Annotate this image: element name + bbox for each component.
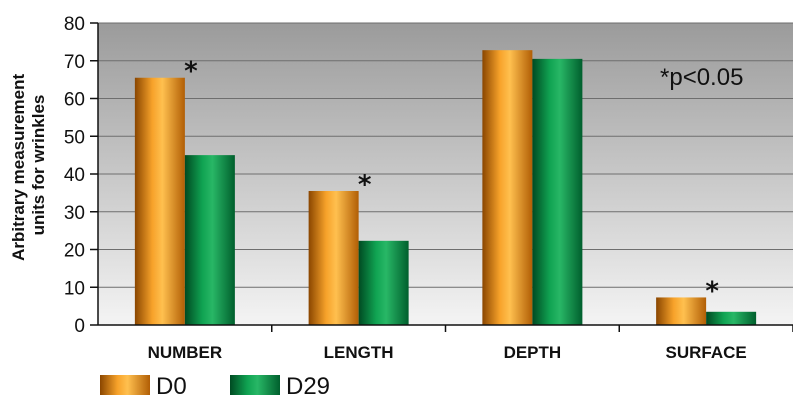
y-tick-label: 60 xyxy=(64,90,85,111)
significance-star: * xyxy=(358,170,372,200)
legend: D0 D29 xyxy=(100,373,330,395)
significance-note: *p<0.05 xyxy=(660,64,743,91)
bar-d0-depth xyxy=(482,50,533,326)
y-tick-label: 0 xyxy=(74,316,85,337)
bar-d0-number xyxy=(134,77,185,325)
legend-swatch-d29 xyxy=(230,375,280,395)
bar-d29-surface xyxy=(706,311,757,325)
category-label: NUMBER xyxy=(148,343,223,362)
y-tick-label: 30 xyxy=(64,203,85,224)
legend-label-d29: D29 xyxy=(286,373,330,395)
y-axis-label-line-2: units for wrinkles xyxy=(29,95,48,236)
bar-d29-length xyxy=(358,240,409,325)
y-tick-label: 80 xyxy=(64,14,85,35)
bar-d0-surface xyxy=(656,297,707,325)
significance-star: * xyxy=(184,57,198,87)
y-axis-label: Arbitrary measurement units for wrinkles xyxy=(9,69,48,261)
significance-markers: * * * xyxy=(184,57,719,307)
bar-d29-depth xyxy=(532,58,583,326)
significance-star: * xyxy=(705,276,719,306)
category-labels: NUMBER LENGTH DEPTH SURFACE xyxy=(148,343,747,362)
legend-label-d0: D0 xyxy=(156,373,187,395)
y-tick-label: 20 xyxy=(64,241,85,262)
y-tick-label: 50 xyxy=(64,127,85,148)
y-tick-label: 70 xyxy=(64,52,85,73)
y-tick-labels: 0 10 20 30 40 50 60 70 80 xyxy=(64,14,85,337)
category-label: LENGTH xyxy=(324,343,394,362)
axes xyxy=(90,22,793,332)
bar-d29-number xyxy=(184,155,235,325)
legend-swatch-d0 xyxy=(100,375,150,395)
y-tick-label: 40 xyxy=(64,165,85,186)
bar-d0-length xyxy=(308,190,359,325)
y-tick-label: 10 xyxy=(64,278,85,299)
bars xyxy=(134,50,757,326)
y-axis-label-line-1: Arbitrary measurement xyxy=(9,73,28,260)
category-label: DEPTH xyxy=(504,343,562,362)
category-label: SURFACE xyxy=(666,343,747,362)
